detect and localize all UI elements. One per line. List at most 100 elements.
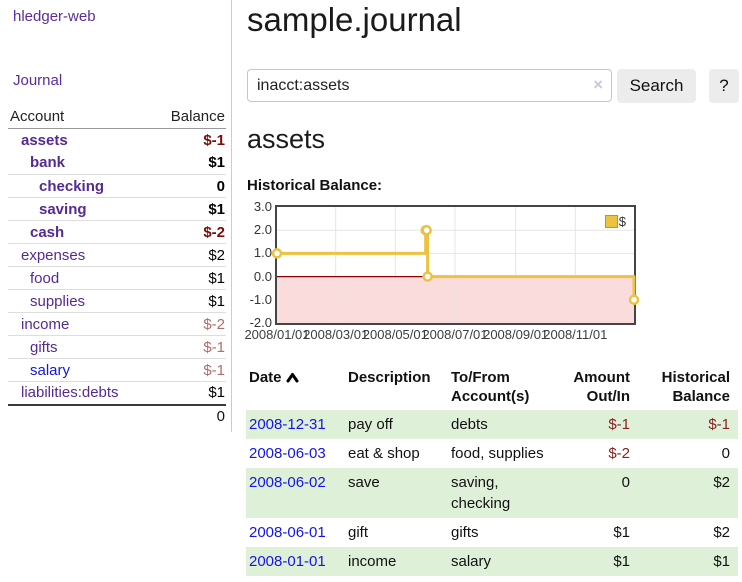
account-row: bank $1 <box>8 152 226 175</box>
account-row: food $1 <box>8 266 226 290</box>
account-name-cell: cash <box>8 220 152 244</box>
legend-swatch-icon <box>604 215 618 228</box>
chevron-up-icon <box>286 369 299 388</box>
column-header-amount: Amount Out/In <box>573 369 630 405</box>
account-link[interactable]: checking <box>39 177 105 195</box>
account-link[interactable]: expenses <box>21 246 86 264</box>
x-axis-tick-label: 2008/01/01 <box>244 327 310 342</box>
help-button[interactable]: ? <box>709 69 739 103</box>
transaction-row: 2008-06-01 gift gifts $1 $2 <box>246 518 738 547</box>
account-row: supplies $1 <box>8 289 226 313</box>
chart-legend: $ <box>604 214 626 229</box>
account-row: cash $-2 <box>8 220 226 244</box>
account-row: liabilities:debts $1 <box>8 381 226 405</box>
accounts-total-value: 0 <box>151 403 226 428</box>
account-link[interactable]: food <box>30 269 60 287</box>
search-input[interactable] <box>247 69 612 102</box>
cell-balance: 0 <box>721 445 730 462</box>
x-axis-tick-label: 2008/09/01 <box>483 327 549 342</box>
cell-amount: $1 <box>613 553 630 570</box>
cell-amount: 0 <box>621 474 630 491</box>
accounts-table: Account Balance assets $-1 bank $1 checking 0… <box>8 106 226 428</box>
transaction-date-link[interactable]: 2008-06-03 <box>249 445 326 462</box>
account-balance: $1 <box>151 289 226 313</box>
cell-accounts: saving, checking <box>451 474 511 512</box>
account-row: gifts $-1 <box>8 335 226 359</box>
account-name-cell: bank <box>8 152 152 175</box>
accounts-header-account: Account <box>8 106 152 129</box>
cell-accounts: gifts <box>451 524 479 541</box>
cell-accounts: salary <box>451 553 492 570</box>
x-axis-tick-label: 2008/07/01 <box>422 327 488 342</box>
transaction-date-link[interactable]: 2008-12-31 <box>249 416 326 433</box>
cell-date: 2008-06-01 <box>246 518 345 547</box>
cell-description: gift <box>348 524 369 541</box>
clear-search-icon[interactable]: × <box>593 75 603 94</box>
y-axis-tick-label: 3.0 <box>253 199 272 214</box>
account-balance: $-2 <box>151 220 226 244</box>
account-name-cell: liabilities:debts <box>8 381 152 405</box>
account-balance: $-1 <box>151 335 226 359</box>
accounts-header-row: Account Balance <box>8 106 226 129</box>
account-link[interactable]: income <box>21 315 70 333</box>
account-heading: assets <box>247 124 326 154</box>
transaction-date-link[interactable]: 2008-01-01 <box>249 553 326 570</box>
account-link[interactable]: liabilities:debts <box>21 384 119 402</box>
account-balance: $-2 <box>151 312 226 336</box>
accounts-total-row: 0 <box>8 403 226 428</box>
account-row: checking 0 <box>8 174 226 198</box>
column-header-description: Description <box>348 369 431 386</box>
cell-description: eat & shop <box>348 445 420 462</box>
cell-description: pay off <box>348 416 393 433</box>
cell-amount: $1 <box>613 524 630 541</box>
register-header-row: Date Description To/From Account(s) Amou… <box>246 366 738 410</box>
register-table: Date Description To/From Account(s) Amou… <box>246 366 738 576</box>
x-axis-tick-label: 2008/11/01 <box>543 327 608 342</box>
search-button[interactable]: Search <box>617 69 696 103</box>
cell-accounts: debts <box>451 416 488 433</box>
app-brand-link[interactable]: hledger-web <box>13 8 96 25</box>
x-axis-tick-label: 2008/03/01 <box>303 327 369 342</box>
cell-date: 2008-12-31 <box>246 410 345 439</box>
sidebar-item-journal[interactable]: Journal <box>13 72 63 89</box>
account-name-cell: food <box>8 266 152 290</box>
cell-amount: $-2 <box>608 445 630 462</box>
y-axis-tick-label: 0.0 <box>253 268 272 284</box>
column-header-date[interactable]: Date <box>246 366 345 410</box>
account-balance: $1 <box>151 266 226 290</box>
y-axis-tick-label: 1.0 <box>253 245 272 261</box>
transaction-row: 2008-12-31 pay off debts $-1 $-1 <box>246 410 738 439</box>
account-link[interactable]: gifts <box>30 338 58 356</box>
account-balance: $1 <box>208 154 225 172</box>
account-row: expenses $2 <box>8 243 226 267</box>
transaction-date-link[interactable]: 2008-06-01 <box>249 524 326 541</box>
legend-label: $ <box>618 214 626 229</box>
account-name-cell: gifts <box>8 335 152 359</box>
account-link[interactable]: supplies <box>30 292 86 310</box>
account-link[interactable]: cash <box>30 223 65 241</box>
cell-accounts: food, supplies <box>451 445 544 462</box>
cell-balance: $-1 <box>708 416 730 433</box>
cell-balance: $1 <box>713 553 730 570</box>
column-header-balance: Historical Balance <box>661 369 730 405</box>
cell-date: 2008-06-03 <box>246 439 345 468</box>
account-balance: $1 <box>151 197 226 221</box>
account-link[interactable]: salary <box>30 361 71 379</box>
account-balance: $-1 <box>151 358 226 382</box>
account-link[interactable]: assets <box>21 131 68 149</box>
y-axis-tick-label: -2.0 <box>249 315 272 330</box>
search-box: × <box>247 69 612 102</box>
account-link[interactable]: saving <box>39 200 87 218</box>
cell-amount: $-1 <box>608 416 630 433</box>
sidebar: hledger-web Journal Account Balance asse… <box>0 0 232 432</box>
account-link[interactable]: bank <box>30 154 66 172</box>
page-title: sample.journal <box>247 1 462 38</box>
chart-plot-area: $ <box>271 205 640 325</box>
account-name-cell: checking <box>8 174 152 198</box>
accounts-header-balance: Balance <box>151 106 226 129</box>
cell-balance: $2 <box>713 474 730 491</box>
account-name-cell: salary <box>8 358 152 382</box>
account-balance: $1 <box>151 381 226 405</box>
transaction-date-link[interactable]: 2008-06-02 <box>249 474 326 491</box>
